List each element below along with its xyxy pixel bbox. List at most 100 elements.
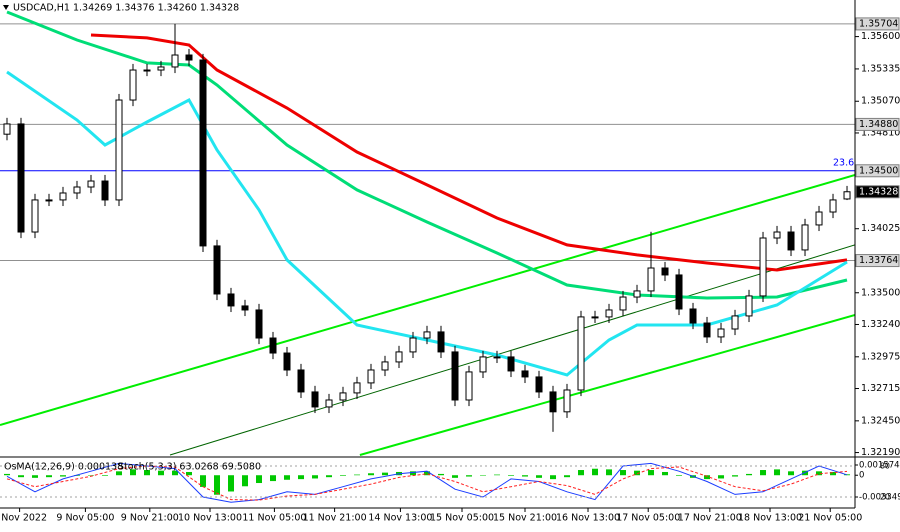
osma-bar <box>550 475 557 480</box>
fibo-label: 23.6 <box>833 158 854 169</box>
y-tick-label: 1.32450 <box>861 415 900 426</box>
level-label-box <box>855 164 900 178</box>
osma-bar <box>256 475 263 484</box>
candle-body <box>185 54 193 61</box>
trend-line <box>169 244 855 456</box>
candle-body <box>59 192 67 201</box>
osma-bar <box>88 475 95 476</box>
x-tick-label: 14 Nov 13:00 <box>368 513 432 524</box>
y-tick-label: 1.34025 <box>861 223 900 234</box>
candle-body <box>395 351 403 363</box>
osma-bar <box>4 473 11 476</box>
x-tick-label: 8 Nov 2022 <box>0 513 47 524</box>
osma-bar <box>144 470 151 476</box>
candle-body <box>479 356 487 373</box>
x-tick-label: 16 Nov 13:00 <box>556 513 620 524</box>
osma-bar <box>382 472 389 476</box>
osma-bar <box>186 471 193 476</box>
level-label: 1.34328 <box>859 186 898 197</box>
candle-body <box>521 370 529 378</box>
candle-body <box>843 191 851 200</box>
candle-body <box>409 337 417 353</box>
candle-body <box>773 231 781 239</box>
y-tick-label: 1.35335 <box>861 63 900 74</box>
osma-bar <box>704 475 711 480</box>
osma-tick-label: -0.003349 <box>859 492 900 502</box>
candle-body <box>633 290 641 298</box>
osma-bar <box>732 475 739 477</box>
candle-body <box>241 305 249 311</box>
candle-body <box>437 331 445 353</box>
osma-bar <box>522 475 529 477</box>
candle-body <box>115 99 123 201</box>
moving-average <box>6 70 848 377</box>
y-tick-label: 1.32715 <box>861 383 900 394</box>
osma-bar <box>200 475 207 487</box>
candle-body <box>171 54 179 68</box>
candle-body <box>101 180 109 201</box>
candle-body <box>675 274 683 310</box>
candle-body <box>17 123 25 233</box>
x-tick-label: 15 Nov 21:00 <box>493 513 557 524</box>
candle-body <box>591 316 599 319</box>
candle-body <box>73 186 81 194</box>
candle-body <box>647 267 655 292</box>
candle-body <box>689 308 697 324</box>
osma-bar <box>130 469 137 476</box>
candle-body <box>619 296 627 311</box>
osma-bar <box>60 475 67 477</box>
osma-bar <box>172 470 179 476</box>
stoch-signal <box>6 465 848 501</box>
candle-body <box>801 224 809 251</box>
osma-bar <box>326 475 333 478</box>
x-tick-label: 17 Nov 05:00 <box>616 513 680 524</box>
osma-bar <box>592 468 599 476</box>
osma-bar <box>480 475 487 476</box>
candle-body <box>269 337 277 354</box>
trend-line <box>359 314 855 456</box>
candle-body <box>787 231 795 251</box>
osma-bar <box>564 475 571 478</box>
level-label: 1.34880 <box>859 119 898 130</box>
x-tick-label: 9 Nov 21:00 <box>121 513 179 524</box>
osma-bar <box>788 471 795 476</box>
x-tick-label: 18 Nov 13:00 <box>738 513 802 524</box>
level-label-box <box>855 17 900 31</box>
stoch-label: Stoch(5,3,3) 63.0268 69.5080 <box>118 462 261 473</box>
osma-bar <box>606 469 613 476</box>
osma-bar <box>634 470 641 476</box>
osma-bar <box>508 475 515 476</box>
candle-body <box>87 180 95 188</box>
candle-body <box>227 293 235 307</box>
y-tick-label: 1.35070 <box>861 96 900 107</box>
candle-body <box>381 361 389 371</box>
osma-bar <box>410 471 417 476</box>
y-tick-label: 1.34810 <box>861 127 900 138</box>
osma-bar <box>102 475 109 476</box>
osma-bar <box>718 475 725 479</box>
osma-bar <box>116 471 123 476</box>
candle-body <box>31 199 39 233</box>
moving-average <box>6 10 848 300</box>
candle-body <box>255 309 263 339</box>
candle-body <box>535 376 543 393</box>
candle-body <box>731 315 739 330</box>
candle-body <box>759 237 767 297</box>
level-label: 1.33764 <box>859 255 898 266</box>
candle-body <box>577 316 585 391</box>
osma-bar <box>676 475 683 476</box>
x-tick-label: 9 Nov 05:00 <box>56 513 114 524</box>
osma-bar <box>214 475 221 495</box>
x-tick-label: 21 Nov 05:00 <box>798 513 862 524</box>
header-icon <box>3 5 9 10</box>
candle-body <box>311 391 319 408</box>
chart-title: USDCAD,H1 1.34269 1.34376 1.34260 1.3432… <box>13 3 239 14</box>
candle-body <box>717 328 725 338</box>
candle-body <box>325 399 333 408</box>
osma-bar <box>424 471 431 476</box>
osma-bar <box>578 470 585 476</box>
y-tick-label: 1.32975 <box>861 351 900 362</box>
candle-body <box>451 351 459 401</box>
candle-body <box>745 295 753 317</box>
